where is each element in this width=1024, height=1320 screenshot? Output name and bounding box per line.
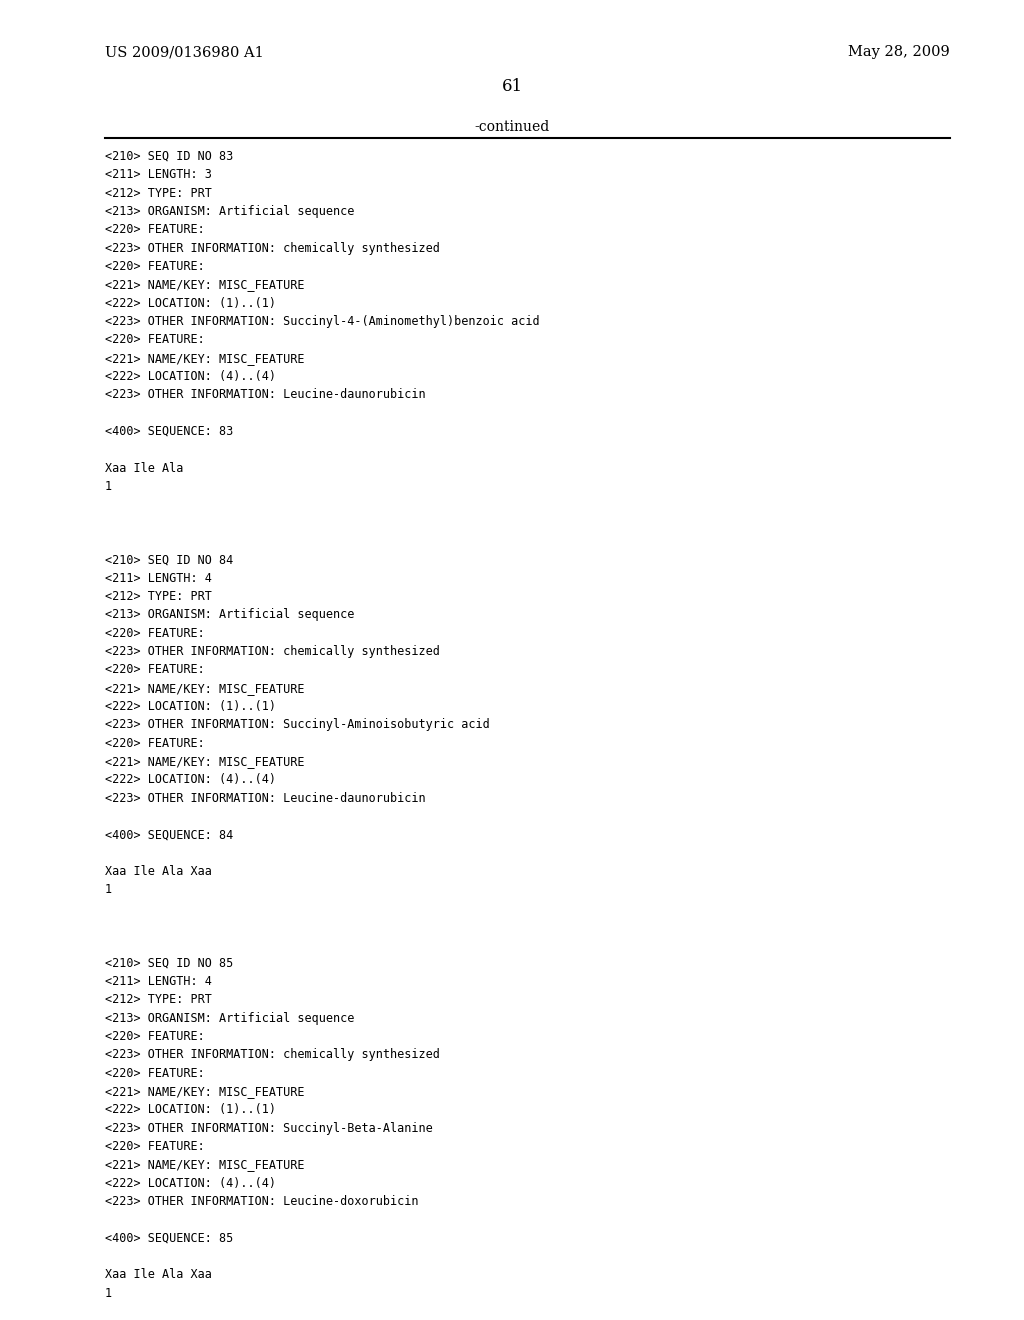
Text: <220> FEATURE:: <220> FEATURE:	[105, 223, 205, 236]
Text: <220> FEATURE:: <220> FEATURE:	[105, 664, 205, 676]
Text: US 2009/0136980 A1: US 2009/0136980 A1	[105, 45, 264, 59]
Text: <221> NAME/KEY: MISC_FEATURE: <221> NAME/KEY: MISC_FEATURE	[105, 279, 304, 292]
Text: Xaa Ile Ala Xaa: Xaa Ile Ala Xaa	[105, 1269, 212, 1282]
Text: <221> NAME/KEY: MISC_FEATURE: <221> NAME/KEY: MISC_FEATURE	[105, 1085, 304, 1098]
Text: <221> NAME/KEY: MISC_FEATURE: <221> NAME/KEY: MISC_FEATURE	[105, 755, 304, 768]
Text: <221> NAME/KEY: MISC_FEATURE: <221> NAME/KEY: MISC_FEATURE	[105, 681, 304, 694]
Text: <222> LOCATION: (1)..(1): <222> LOCATION: (1)..(1)	[105, 297, 276, 310]
Text: -continued: -continued	[474, 120, 550, 135]
Text: <223> OTHER INFORMATION: chemically synthesized: <223> OTHER INFORMATION: chemically synt…	[105, 242, 440, 255]
Text: <220> FEATURE:: <220> FEATURE:	[105, 1140, 205, 1152]
Text: <223> OTHER INFORMATION: Leucine-daunorubicin: <223> OTHER INFORMATION: Leucine-daunoru…	[105, 792, 426, 805]
Text: <220> FEATURE:: <220> FEATURE:	[105, 627, 205, 640]
Text: <223> OTHER INFORMATION: chemically synthesized: <223> OTHER INFORMATION: chemically synt…	[105, 645, 440, 657]
Text: <210> SEQ ID NO 85: <210> SEQ ID NO 85	[105, 957, 233, 970]
Text: <212> TYPE: PRT: <212> TYPE: PRT	[105, 590, 212, 603]
Text: <400> SEQUENCE: 83: <400> SEQUENCE: 83	[105, 425, 233, 438]
Text: <400> SEQUENCE: 85: <400> SEQUENCE: 85	[105, 1232, 233, 1245]
Text: <210> SEQ ID NO 83: <210> SEQ ID NO 83	[105, 150, 233, 162]
Text: <222> LOCATION: (4)..(4): <222> LOCATION: (4)..(4)	[105, 370, 276, 383]
Text: <211> LENGTH: 4: <211> LENGTH: 4	[105, 572, 212, 585]
Text: <223> OTHER INFORMATION: Succinyl-4-(Aminomethyl)benzoic acid: <223> OTHER INFORMATION: Succinyl-4-(Ami…	[105, 315, 540, 327]
Text: <220> FEATURE:: <220> FEATURE:	[105, 1067, 205, 1080]
Text: <220> FEATURE:: <220> FEATURE:	[105, 260, 205, 273]
Text: <223> OTHER INFORMATION: Succinyl-Beta-Alanine: <223> OTHER INFORMATION: Succinyl-Beta-A…	[105, 1122, 433, 1135]
Text: <220> FEATURE:: <220> FEATURE:	[105, 334, 205, 346]
Text: 1: 1	[105, 1287, 112, 1300]
Text: <400> SEQUENCE: 84: <400> SEQUENCE: 84	[105, 829, 233, 841]
Text: <222> LOCATION: (4)..(4): <222> LOCATION: (4)..(4)	[105, 1176, 276, 1189]
Text: <222> LOCATION: (1)..(1): <222> LOCATION: (1)..(1)	[105, 700, 276, 713]
Text: <212> TYPE: PRT: <212> TYPE: PRT	[105, 186, 212, 199]
Text: <212> TYPE: PRT: <212> TYPE: PRT	[105, 994, 212, 1006]
Text: <213> ORGANISM: Artificial sequence: <213> ORGANISM: Artificial sequence	[105, 1011, 354, 1024]
Text: 1: 1	[105, 883, 112, 896]
Text: <210> SEQ ID NO 84: <210> SEQ ID NO 84	[105, 553, 233, 566]
Text: 1: 1	[105, 480, 112, 492]
Text: 61: 61	[502, 78, 522, 95]
Text: <211> LENGTH: 3: <211> LENGTH: 3	[105, 169, 212, 181]
Text: <220> FEATURE:: <220> FEATURE:	[105, 737, 205, 750]
Text: <213> ORGANISM: Artificial sequence: <213> ORGANISM: Artificial sequence	[105, 205, 354, 218]
Text: <220> FEATURE:: <220> FEATURE:	[105, 1030, 205, 1043]
Text: <223> OTHER INFORMATION: Leucine-daunorubicin: <223> OTHER INFORMATION: Leucine-daunoru…	[105, 388, 426, 401]
Text: <221> NAME/KEY: MISC_FEATURE: <221> NAME/KEY: MISC_FEATURE	[105, 1159, 304, 1171]
Text: <223> OTHER INFORMATION: Succinyl-Aminoisobutyric acid: <223> OTHER INFORMATION: Succinyl-Aminoi…	[105, 718, 489, 731]
Text: <223> OTHER INFORMATION: Leucine-doxorubicin: <223> OTHER INFORMATION: Leucine-doxorub…	[105, 1195, 419, 1208]
Text: May 28, 2009: May 28, 2009	[848, 45, 950, 59]
Text: Xaa Ile Ala: Xaa Ile Ala	[105, 462, 183, 475]
Text: <222> LOCATION: (4)..(4): <222> LOCATION: (4)..(4)	[105, 774, 276, 787]
Text: <222> LOCATION: (1)..(1): <222> LOCATION: (1)..(1)	[105, 1104, 276, 1117]
Text: <221> NAME/KEY: MISC_FEATURE: <221> NAME/KEY: MISC_FEATURE	[105, 351, 304, 364]
Text: Xaa Ile Ala Xaa: Xaa Ile Ala Xaa	[105, 865, 212, 878]
Text: <213> ORGANISM: Artificial sequence: <213> ORGANISM: Artificial sequence	[105, 609, 354, 622]
Text: <223> OTHER INFORMATION: chemically synthesized: <223> OTHER INFORMATION: chemically synt…	[105, 1048, 440, 1061]
Text: <211> LENGTH: 4: <211> LENGTH: 4	[105, 975, 212, 987]
